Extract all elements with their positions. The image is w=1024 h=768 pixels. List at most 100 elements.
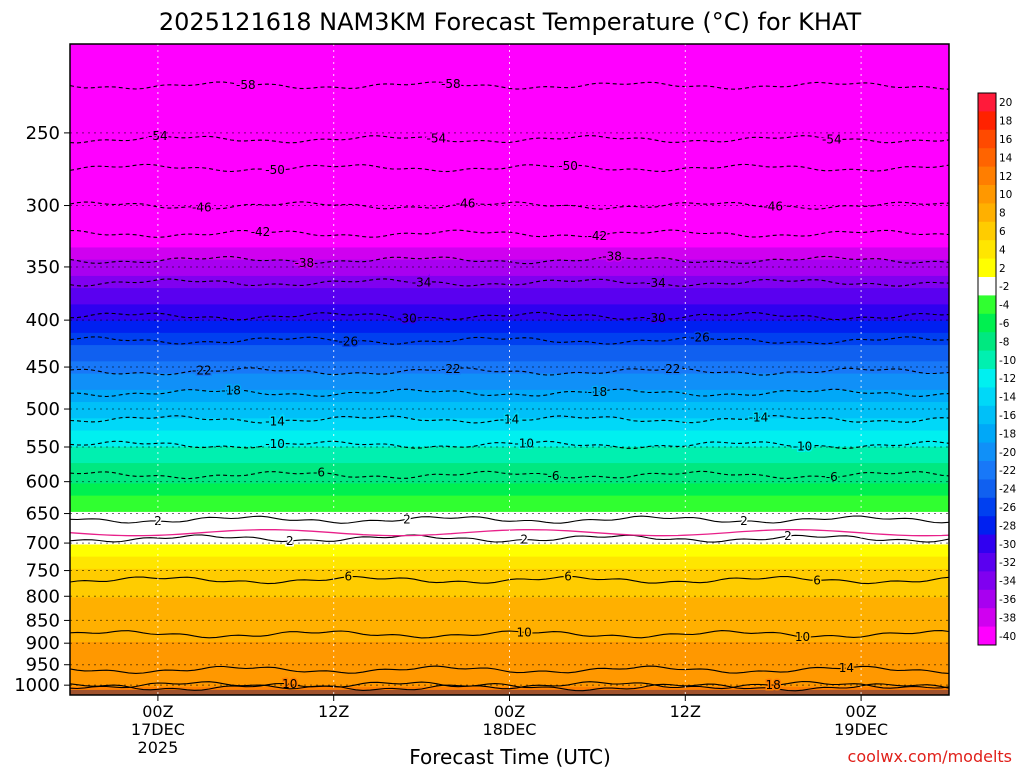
colorbar-label: -26 [999,502,1016,514]
temperature-band [70,353,949,358]
temperature-band [70,621,949,627]
contour-label: -50 [265,163,285,177]
colorbar-label: 10 [999,189,1012,201]
temperature-band [70,511,949,517]
contour-line [70,367,949,376]
colorbar-swatch [978,571,996,591]
temperature-band [70,345,949,350]
temperature-band [70,670,949,676]
contour-label: -6 [313,466,325,480]
temperature-band [70,597,949,603]
temperature-band [70,68,949,74]
contour-label: 6 [344,570,352,584]
grid [70,44,949,695]
y-tick-label: 800 [26,586,60,607]
y-tick-label: 350 [26,257,60,278]
chart-title: 2025121618 NAM3KM Forecast Temperature (… [159,8,862,36]
contour-label: -14 [500,413,520,427]
contour-label: 2 [784,529,792,543]
colorbar-swatch [978,424,996,443]
temperature-band [70,141,949,147]
temperature-band [70,190,949,196]
colorbar-swatch [978,626,996,646]
temperature-band [70,80,949,86]
temperature-band [70,556,949,562]
x-tick-label: 19DEC [834,720,888,739]
temperature-band [70,430,949,436]
x-tick-label: 18DEC [483,720,537,739]
y-tick-label: 250 [26,123,60,144]
contour-line [70,388,949,398]
contour-label: -22 [441,362,461,376]
temperature-band [70,544,949,550]
colorbar-label: -34 [999,576,1016,588]
contour-label: -38 [602,250,622,264]
colorbar-label: -4 [999,300,1010,312]
contour-label: -6 [548,469,560,483]
colorbar-label: 12 [999,171,1012,183]
temperature-band [70,593,949,598]
x-axis-label: Forecast Time (UTC) [409,745,611,768]
colorbar-swatch [978,332,996,351]
contour-line [70,163,949,173]
contour-label: -42 [588,229,608,243]
temperature-band [70,44,949,49]
temperature-band [70,633,949,639]
temperature-band [70,153,949,159]
temperature-band [70,271,949,277]
y-tick-label: 550 [26,437,60,458]
temperature-band [70,605,949,611]
contour-label: 2 [740,514,748,528]
colorbar-swatch [978,497,996,517]
contour-label: -58 [441,77,461,91]
contour-label: -30 [646,311,666,325]
temperature-band [70,524,949,529]
contour-label: -22 [192,364,212,378]
colorbar-label: -36 [999,594,1016,606]
colorbar-swatch [978,534,996,554]
temperature-band [70,650,949,655]
colorbar-swatch [978,129,996,149]
temperature-band [70,646,949,651]
contour-label: -50 [558,159,578,173]
temperature-band [70,129,949,135]
temperature-band [70,625,949,631]
temperature-band [70,385,949,391]
temperature-band [70,674,949,680]
colorbar-label: 18 [999,116,1012,128]
temperature-band [70,100,949,106]
colorbar-swatch [978,277,996,296]
temperature-band [70,214,949,220]
colorbar-swatch [978,258,996,278]
temperature-band [70,581,949,586]
contour-line [70,470,949,480]
temperature-band [70,145,949,151]
contour-line [70,534,949,543]
colorbar-label: -20 [999,447,1016,459]
contour-line [70,201,949,210]
temperature-band [70,434,949,440]
contour-label: -38 [295,256,315,270]
contour-label: -22 [661,362,681,376]
contour-label: -10 [793,439,813,453]
contour-line [70,229,949,238]
contour-label: -26 [338,334,358,348]
colorbar-label: -22 [999,465,1016,477]
y-tick-label: 700 [26,533,60,554]
temperature-band [70,406,949,411]
colorbar-label: 8 [999,208,1006,220]
x-tick-label: 2025 [138,738,179,757]
colorbar-label: -8 [999,336,1009,348]
temperature-band [70,609,949,615]
contour-label: -42 [251,225,271,239]
contour-line [70,134,949,144]
contour-label: -46 [456,197,476,211]
colorbar-label: -12 [999,373,1016,385]
colorbar-label: -30 [999,539,1016,551]
temperature-band [70,117,949,122]
temperature-band [70,76,949,82]
temperature-band [70,320,949,326]
temperature-band [70,304,949,310]
colorbar-label: 14 [999,152,1013,164]
colorbar: 20 18 16 14 12 10 8 6 4 2 -2 -4 -6 -8 -10 -12 -14 -16 -18 -… [977,92,1016,646]
